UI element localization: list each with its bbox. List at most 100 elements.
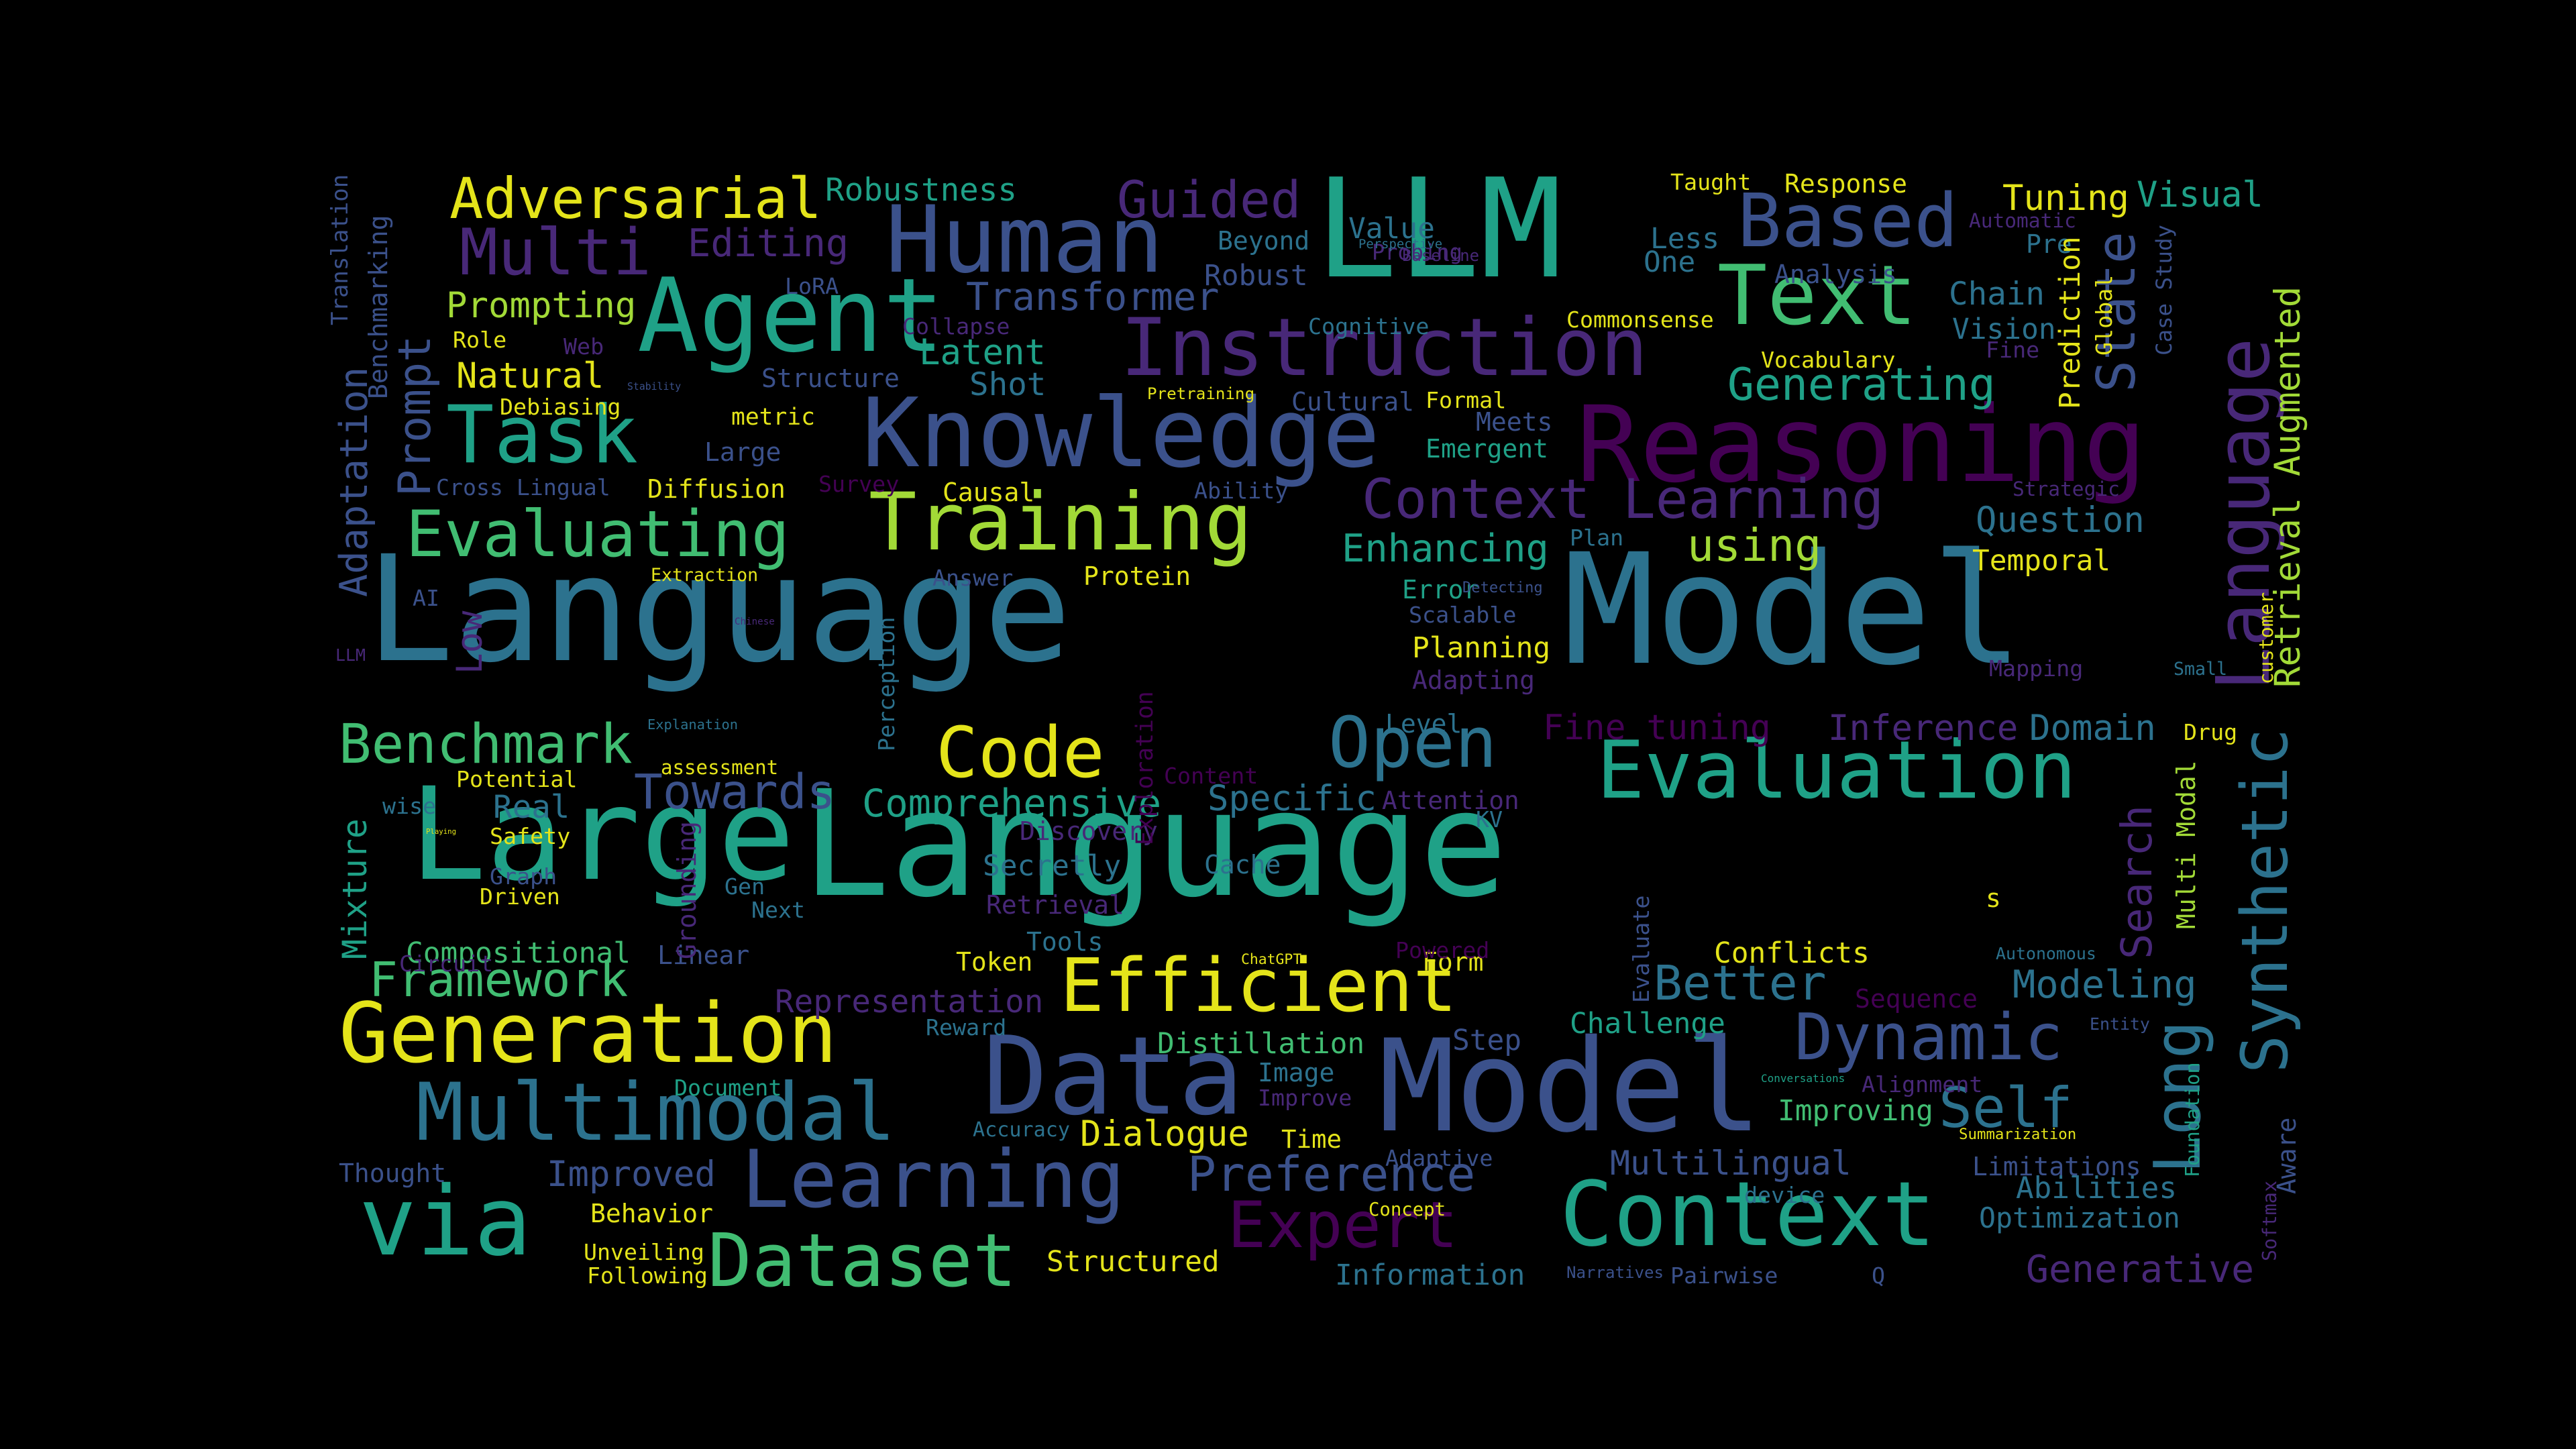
word-cloud-word: Behavior bbox=[590, 1199, 714, 1228]
word-cloud-word: Knowledge bbox=[862, 378, 1381, 489]
word-cloud-word: Retrieval bbox=[986, 890, 1124, 920]
word-cloud-word: Beyond bbox=[1218, 226, 1310, 256]
word-cloud-word: Preference bbox=[1187, 1146, 1476, 1202]
word-cloud-word: Exploration bbox=[1132, 691, 1159, 845]
word-cloud-word: Improve bbox=[1258, 1085, 1352, 1111]
word-cloud-word: Explanation bbox=[647, 716, 739, 733]
word-cloud-word: Summarization bbox=[1959, 1126, 2077, 1143]
word-cloud-word: Image bbox=[1258, 1058, 1335, 1087]
word-cloud-word: Text bbox=[1717, 248, 1917, 344]
word-cloud-word: Cache bbox=[1204, 850, 1281, 879]
word-cloud-word: Role bbox=[453, 327, 507, 353]
word-cloud-word: Fine tuning bbox=[1543, 708, 1771, 748]
word-cloud-word: Abilities bbox=[2016, 1171, 2178, 1205]
word-cloud-word: Adaptive bbox=[1385, 1145, 1493, 1171]
word-cloud-word: Baseline bbox=[1402, 246, 1480, 265]
word-cloud-word: Generating bbox=[1727, 358, 1996, 411]
word-cloud-word: Learning bbox=[741, 1134, 1126, 1226]
word-cloud-word: Generation bbox=[339, 985, 838, 1082]
word-cloud-word: Chain bbox=[1949, 276, 2045, 313]
word-cloud-word: Latent bbox=[919, 332, 1046, 373]
word-cloud-word: Driven bbox=[480, 883, 560, 910]
word-cloud-word: Temporal bbox=[1972, 544, 2111, 578]
word-cloud-word: Alignment bbox=[1862, 1071, 1983, 1097]
word-cloud-word: Dataset bbox=[708, 1218, 1017, 1303]
word-cloud-word: Vocabulary bbox=[1761, 347, 1896, 373]
word-cloud-word: Adaptation bbox=[332, 366, 376, 597]
word-cloud-word: Efficient bbox=[1060, 943, 1458, 1028]
word-cloud-word: Improving bbox=[1778, 1094, 1933, 1128]
word-cloud-word: Web bbox=[564, 333, 604, 360]
word-cloud-word: Model bbox=[1379, 1012, 1762, 1161]
word-cloud-word: Grounding bbox=[672, 821, 702, 959]
word-cloud-word: Language bbox=[802, 759, 1508, 930]
word-cloud-word: Large bbox=[409, 761, 795, 910]
word-cloud-word: LLM bbox=[335, 645, 366, 665]
word-cloud-word: Thought bbox=[339, 1159, 447, 1188]
word-cloud-word: Unveiling bbox=[584, 1239, 704, 1265]
word-cloud-word: Discovery bbox=[1020, 816, 1158, 846]
word-cloud-word: Extraction bbox=[651, 565, 759, 586]
word-cloud-word: Open bbox=[1328, 702, 1497, 784]
word-cloud-word: Response bbox=[1784, 169, 1908, 199]
word-cloud-word: Error bbox=[1402, 575, 1479, 604]
word-cloud-word: Detecting bbox=[1462, 579, 1543, 596]
word-cloud-word: Plan bbox=[1570, 525, 1624, 551]
word-cloud-word: Conversations bbox=[1761, 1072, 1845, 1085]
word-cloud-word: device bbox=[1744, 1182, 1825, 1208]
word-cloud-word: s bbox=[1986, 883, 2001, 913]
word-cloud-word: assessment bbox=[661, 756, 779, 779]
word-cloud-word: Q bbox=[1872, 1263, 1886, 1289]
word-cloud-word: Step bbox=[1452, 1024, 1522, 1057]
word-cloud-word: Context Learning bbox=[1362, 468, 1884, 531]
word-cloud-word: Gen bbox=[724, 873, 765, 900]
word-cloud-word: Case Study bbox=[2151, 224, 2177, 356]
word-cloud-word: Prediction bbox=[2053, 236, 2087, 409]
word-cloud-word: Vision bbox=[1952, 313, 2056, 346]
word-cloud-word: Instruction bbox=[1120, 302, 1648, 394]
word-cloud-word: Debiasing bbox=[500, 394, 621, 420]
word-cloud-word: metric bbox=[731, 404, 815, 431]
word-cloud-word: Playing bbox=[426, 827, 457, 836]
word-cloud-word: Token bbox=[956, 947, 1033, 977]
word-cloud-word: Evaluate bbox=[1628, 895, 1654, 1003]
word-cloud-word: Taught bbox=[1670, 169, 1752, 195]
word-cloud-word: Foundation bbox=[2182, 1062, 2204, 1177]
word-cloud-word: Real bbox=[493, 789, 570, 826]
word-cloud-word: LLM bbox=[1315, 150, 1562, 309]
word-cloud-word: Autonomous bbox=[1996, 944, 2096, 963]
word-cloud-word: Entity bbox=[2090, 1014, 2150, 1034]
word-cloud-word: Representation bbox=[775, 983, 1044, 1020]
word-cloud-word: Benchmark bbox=[339, 713, 633, 776]
word-cloud-word: Specific bbox=[1208, 778, 1377, 819]
word-cloud-word: KV bbox=[1476, 806, 1503, 833]
word-cloud-word: Emergent bbox=[1426, 434, 1549, 464]
word-cloud-word: Shot bbox=[969, 366, 1046, 403]
word-cloud-word: Accuracy bbox=[973, 1118, 1070, 1142]
word-cloud-word: Narratives bbox=[1566, 1263, 1664, 1282]
word-cloud-word: Causal bbox=[943, 478, 1035, 507]
word-cloud-word: Large bbox=[704, 437, 782, 467]
word-cloud-word: Human bbox=[885, 186, 1164, 294]
word-cloud-word: using bbox=[1687, 519, 1822, 572]
word-cloud-word: via bbox=[359, 1166, 532, 1277]
word-cloud-word: Less bbox=[1650, 222, 1720, 256]
word-cloud-word: Prompting bbox=[446, 285, 637, 326]
word-cloud-word: Circuit bbox=[399, 951, 494, 977]
word-cloud-word: Probing bbox=[1372, 239, 1462, 265]
word-cloud-word: Towards bbox=[634, 764, 836, 820]
word-cloud-word: Code bbox=[936, 712, 1105, 794]
word-cloud-word: Next bbox=[751, 897, 805, 923]
word-cloud-word: Low bbox=[449, 610, 490, 674]
word-cloud-word: Mapping bbox=[1989, 655, 2084, 682]
word-cloud-word: Evaluation bbox=[1597, 724, 2077, 817]
word-cloud-word: Conflicts bbox=[1714, 936, 1870, 970]
word-cloud-word: Perspective bbox=[1358, 237, 1443, 252]
word-cloud-word: Sequence bbox=[1855, 984, 1978, 1014]
word-cloud-word: Strategic bbox=[2012, 478, 2120, 500]
word-cloud-word: Evaluating bbox=[406, 498, 790, 572]
word-cloud-word: ChatGPT bbox=[1241, 951, 1302, 968]
word-cloud-word: Multi Modal bbox=[2171, 760, 2201, 929]
word-cloud-word: Transformer bbox=[966, 275, 1220, 319]
